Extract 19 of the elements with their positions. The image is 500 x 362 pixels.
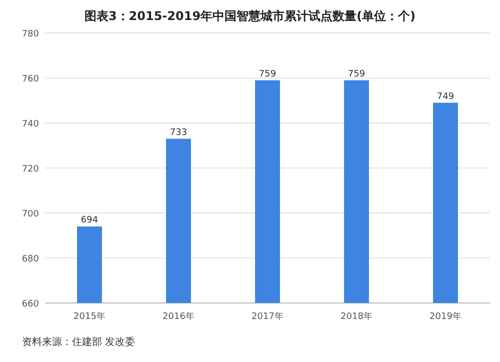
text: 资料来源：住建部 发改委 [22,336,136,348]
x-tick-label: 2017年 [252,311,284,322]
data-label: 759 [258,69,276,80]
y-tick-label: 760 [22,74,40,84]
y-tick-label: 700 [22,210,40,220]
chart-title: 图表3：2015-2019年中国智慧城市累计试点数量(单位：个) [84,9,416,23]
x-tick-label: 2016年 [162,311,194,322]
y-tick-label: 680 [22,254,40,264]
x-tick-label: 2019年 [430,311,462,322]
data-label: 759 [348,69,366,80]
data-label: 749 [436,92,454,102]
y-tick-label: 740 [22,120,40,130]
y-tick-label: 720 [22,164,40,174]
data-label: 694 [80,216,98,226]
x-tick-label: 2015年 [74,311,106,322]
y-tick-label: 780 [22,30,40,40]
x-tick-label: 2018年 [340,311,372,322]
y-tick-label: 660 [22,300,40,310]
data-label: 733 [170,128,188,138]
